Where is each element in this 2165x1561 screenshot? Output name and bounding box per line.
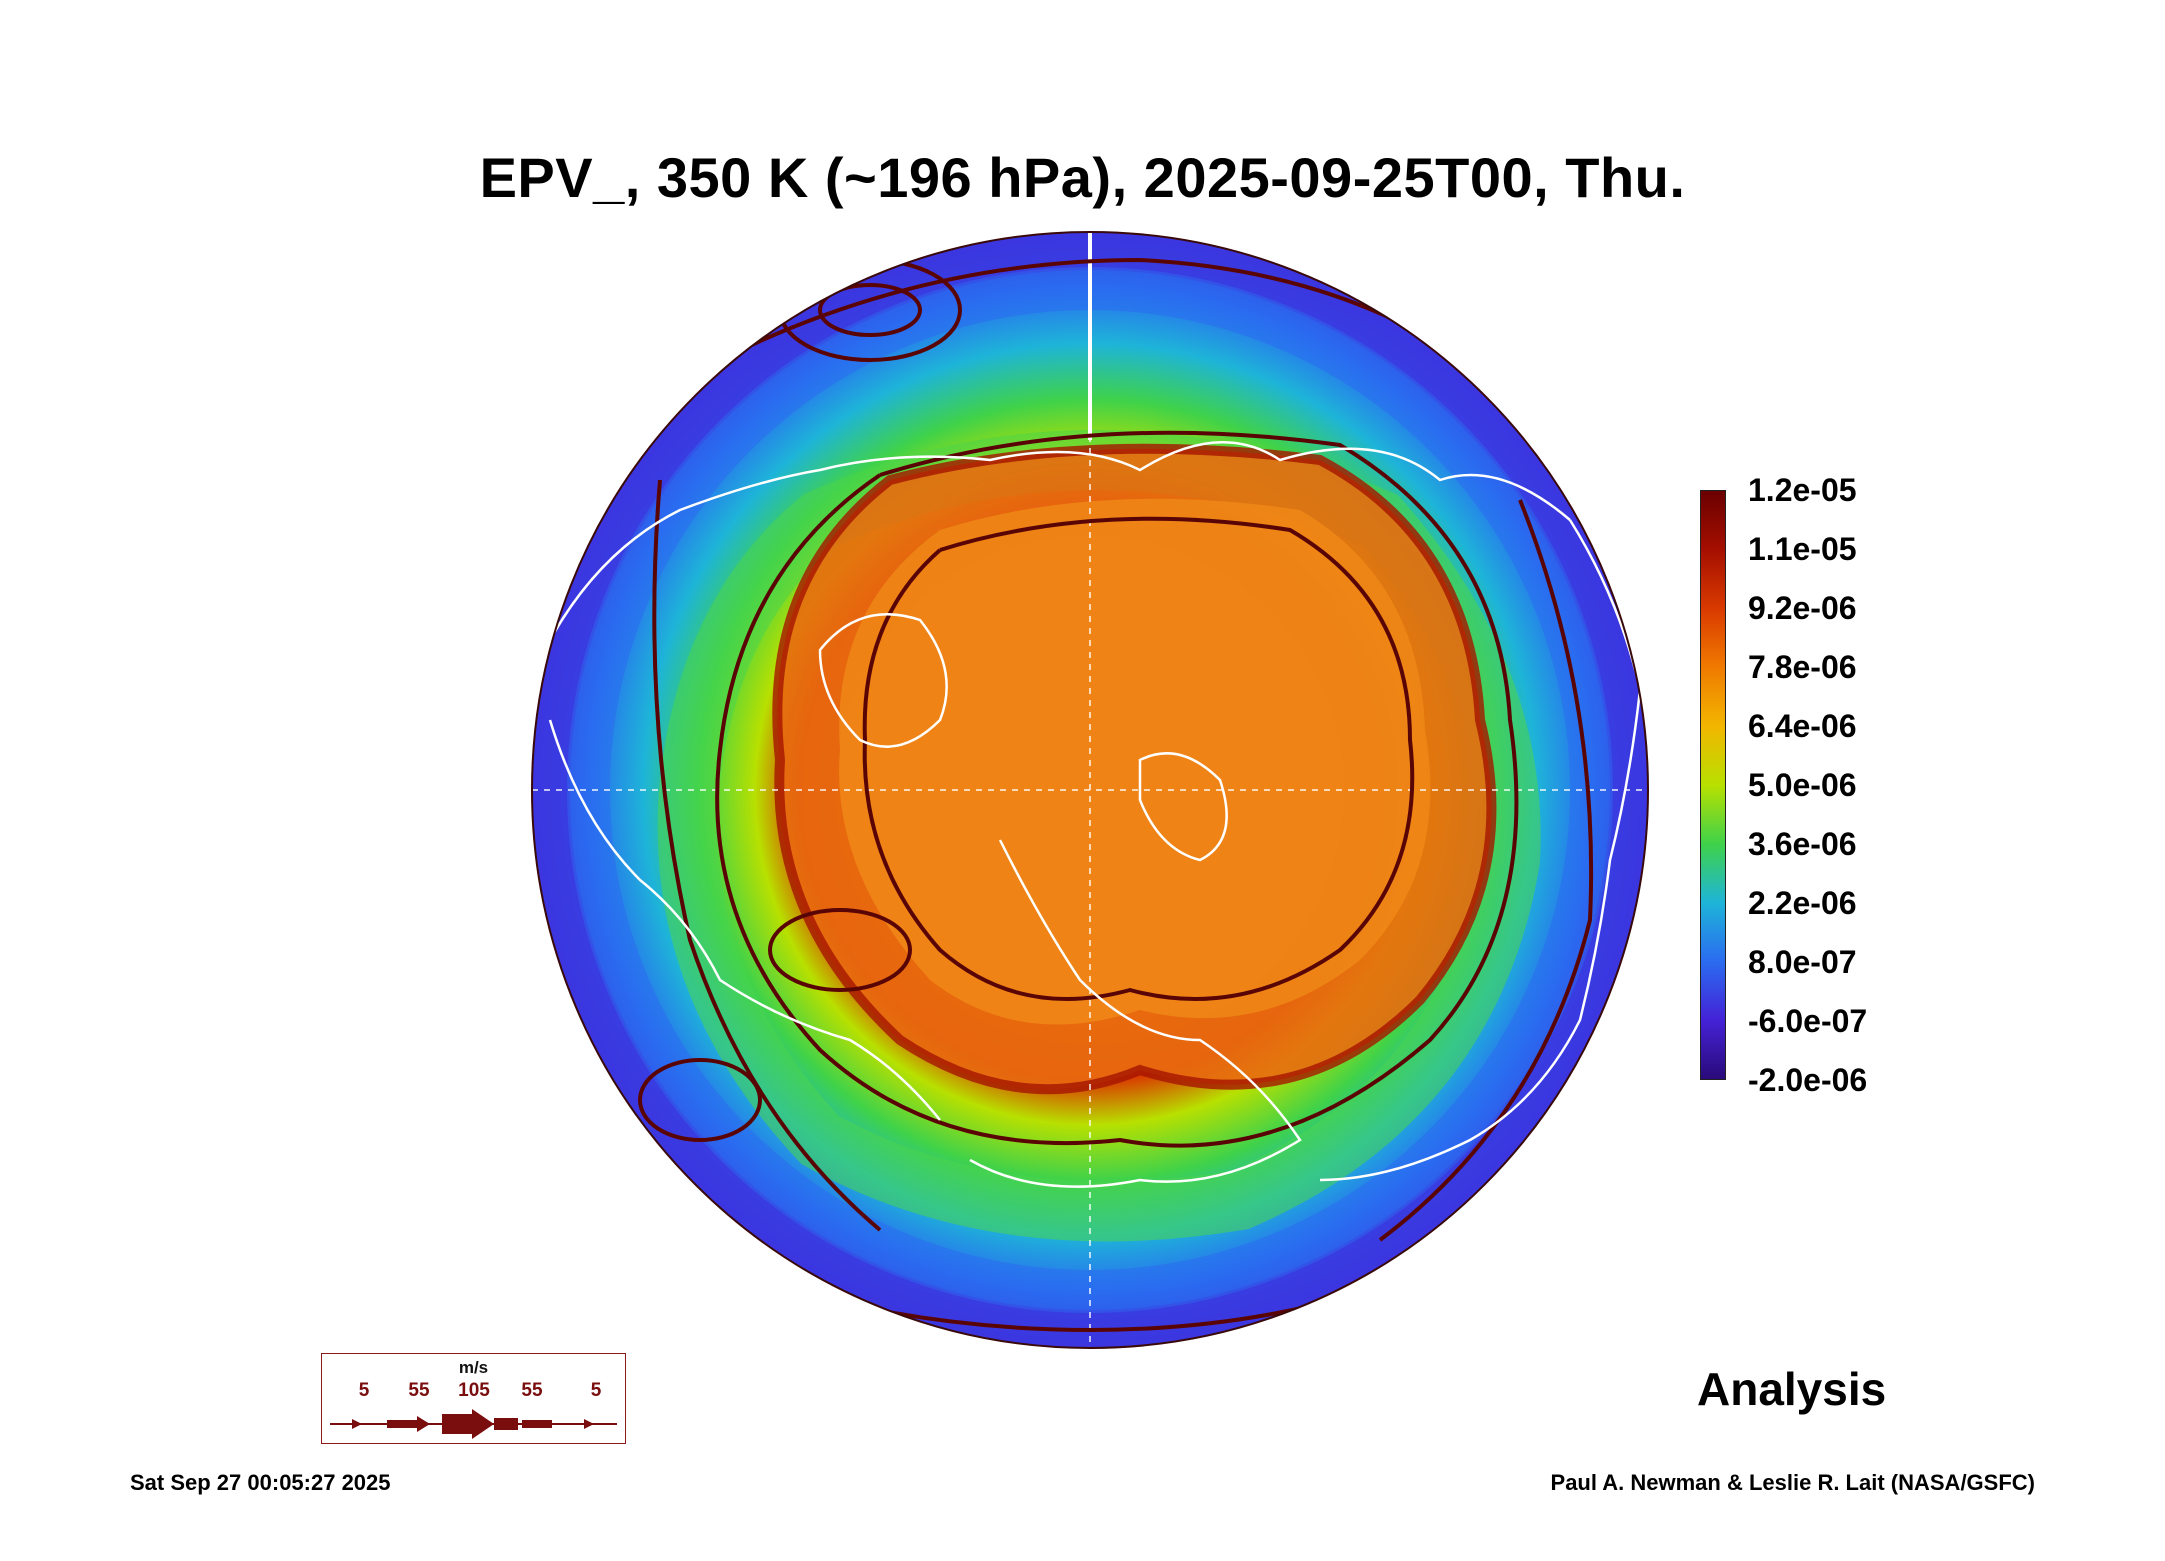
colorbar-label: 2.2e-06 <box>1748 885 1857 921</box>
wind-legend-value-2: 55 <box>408 1380 430 1401</box>
eddy-southwest <box>638 1058 762 1142</box>
colorbar-label: 3.6e-06 <box>1748 826 1857 862</box>
jet-streamline <box>715 430 1519 1148</box>
vortex-inner <box>839 498 1431 1025</box>
wind-legend-value-5: 5 <box>590 1380 602 1401</box>
colorbar-label: -2.0e-06 <box>1748 1062 1868 1098</box>
eddy-west <box>768 908 912 992</box>
colorbar-label: -6.0e-07 <box>1748 1003 1868 1039</box>
legend-bar-55-right <box>494 1418 518 1430</box>
legend-arrow-5-left <box>352 1419 362 1429</box>
colorbar-label: 7.8e-06 <box>1748 649 1857 685</box>
colorbar <box>1700 490 1726 1080</box>
colorbar-label: 1.1e-05 <box>1748 531 1857 567</box>
footer-credit: Paul A. Newman & Leslie R. Lait (NASA/GS… <box>1550 1470 2035 1495</box>
legend-arrow-55-left <box>417 1416 430 1432</box>
legend-arrow-105 <box>472 1409 494 1439</box>
coastline-greenland <box>818 613 948 748</box>
colorbar-label: 6.4e-06 <box>1748 708 1857 744</box>
coastline-north <box>548 440 1571 641</box>
globe-outline <box>531 231 1649 1349</box>
wind-legend-arrows <box>330 1409 617 1439</box>
colorbar-label: 1.2e-05 <box>1748 472 1857 508</box>
colorbar-label: 9.2e-06 <box>1748 590 1857 626</box>
legend-arrow-5-right <box>584 1419 594 1429</box>
eddy-north-inner <box>818 283 922 337</box>
polar-map-svg <box>531 231 1649 1349</box>
wind-legend-unit: m/s <box>458 1358 489 1377</box>
footer-timestamp: Sat Sep 27 00:05:27 2025 <box>130 1470 391 1495</box>
legend-bar-105 <box>442 1414 472 1434</box>
colorbar-label: 5.0e-06 <box>1748 767 1857 803</box>
map-content <box>532 232 1648 1348</box>
plot-title: EPV_, 350 K (~196 hPa), 2025-09-25T00, T… <box>479 146 1686 209</box>
outer-streamline-east <box>1378 499 1594 1242</box>
analysis-label: Analysis <box>1697 1363 1887 1415</box>
wind-legend-value-4: 55 <box>521 1380 543 1401</box>
wind-legend: m/s 5 55 105 55 5 <box>321 1353 626 1444</box>
inner-streamline <box>862 516 1415 1001</box>
wind-legend-value-1: 5 <box>358 1380 370 1401</box>
coastline-south <box>969 839 1302 1188</box>
legend-bar-55-right-b <box>522 1420 552 1428</box>
wind-legend-value-3: 105 <box>458 1380 490 1401</box>
legend-bar-55-left <box>387 1420 417 1428</box>
coastline-west <box>548 719 941 1121</box>
vortex-edge <box>772 443 1497 1095</box>
colorbar-label: 8.0e-07 <box>1748 944 1857 980</box>
polar-map <box>520 220 1660 1360</box>
coastline-island <box>1138 752 1228 862</box>
